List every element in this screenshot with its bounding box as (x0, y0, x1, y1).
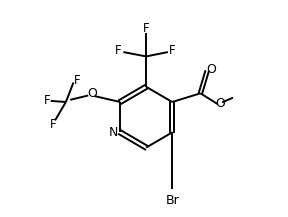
Text: F: F (50, 118, 56, 131)
Text: Br: Br (165, 194, 179, 207)
Text: O: O (215, 97, 225, 110)
Text: O: O (88, 87, 98, 100)
Text: F: F (74, 74, 81, 87)
Text: N: N (109, 126, 118, 139)
Text: O: O (206, 63, 216, 76)
Text: F: F (143, 22, 149, 35)
Text: F: F (169, 44, 176, 58)
Text: F: F (43, 94, 50, 107)
Text: F: F (115, 44, 122, 58)
